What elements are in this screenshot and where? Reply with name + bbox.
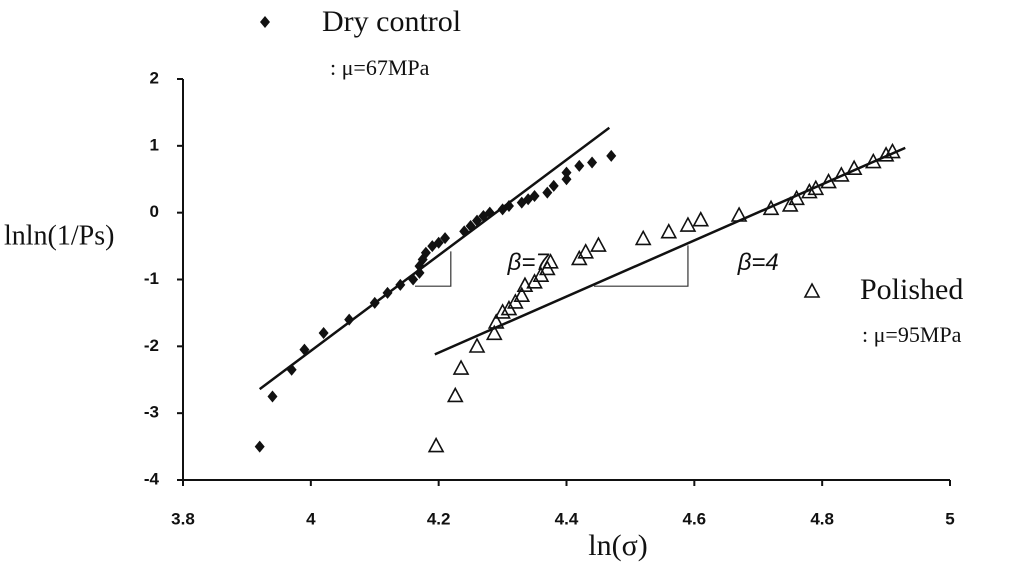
x-tick-label: 4.4 — [555, 509, 579, 528]
y-tick-label: 0 — [150, 202, 159, 221]
data-point — [446, 386, 464, 403]
data-point — [529, 189, 540, 202]
data-point — [574, 159, 585, 172]
data-point — [440, 232, 451, 245]
data-point — [420, 246, 431, 259]
data-point — [606, 149, 617, 162]
y-tick-label: -3 — [144, 403, 159, 422]
y-axis-label: lnln(1/Ps) — [4, 220, 114, 251]
x-tick-label: 4 — [306, 509, 316, 528]
data-point — [542, 253, 559, 269]
data-point — [494, 303, 511, 319]
slope-label: β=7 — [507, 249, 551, 276]
x-axis-label: ln(σ) — [588, 529, 648, 562]
legend-note: : μ=67MPa — [330, 55, 430, 80]
x-tick-label: 4.2 — [427, 509, 451, 528]
data-point — [452, 359, 470, 375]
data-point — [414, 266, 425, 279]
x-tick-label: 5 — [945, 509, 954, 528]
data-point — [254, 440, 265, 453]
data-point — [318, 326, 329, 339]
data-point — [590, 236, 607, 252]
y-tick-label: 1 — [150, 135, 159, 154]
data-point — [468, 337, 486, 353]
x-tick-label: 3.8 — [171, 509, 195, 528]
data-point — [587, 156, 598, 169]
data-point — [427, 436, 445, 453]
slope-triangle — [415, 251, 452, 287]
slope-triangle — [593, 245, 689, 287]
slope-label: β=4 — [737, 249, 779, 276]
data-point — [577, 243, 595, 259]
data-point — [542, 186, 553, 199]
y-tick-label: -1 — [144, 269, 159, 288]
data-point — [513, 286, 531, 303]
data-point — [660, 223, 678, 239]
y-tick-label: -2 — [144, 336, 159, 355]
data-point — [561, 173, 572, 186]
y-tick-label: -4 — [144, 469, 160, 488]
data-point — [433, 236, 444, 249]
data-point — [679, 216, 697, 232]
data-point — [503, 199, 514, 212]
x-tick-label: 4.6 — [683, 509, 707, 528]
fit-line — [434, 146, 906, 356]
data-point — [561, 166, 572, 179]
data-point — [692, 210, 710, 227]
legend-label: Dry control — [322, 5, 461, 38]
fit-line — [258, 126, 611, 391]
legend-marker — [803, 282, 821, 298]
data-point — [485, 324, 503, 341]
data-point — [634, 229, 652, 246]
data-point — [267, 390, 278, 403]
x-tick-label: 4.8 — [810, 509, 834, 528]
legend-note: : μ=95MPa — [862, 322, 962, 347]
data-point — [548, 179, 559, 192]
y-tick-label: 2 — [150, 68, 159, 87]
legend-marker — [260, 16, 270, 28]
legend-label: Polished — [860, 273, 963, 306]
